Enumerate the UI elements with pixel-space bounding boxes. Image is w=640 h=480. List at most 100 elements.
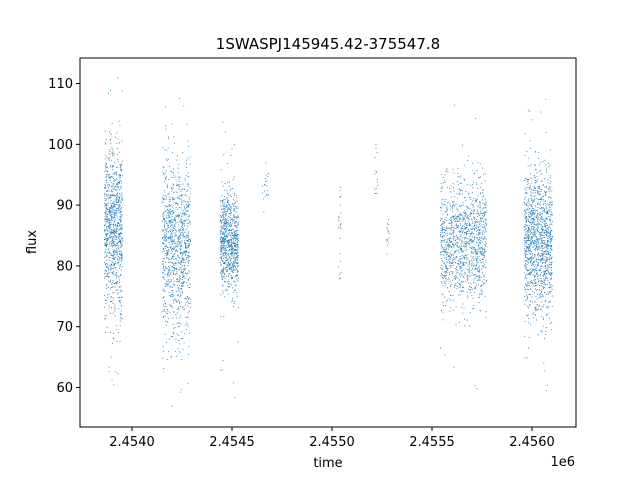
data-point	[180, 191, 182, 192]
data-point	[545, 267, 546, 269]
data-point	[116, 252, 118, 254]
data-point	[188, 183, 190, 185]
data-point	[120, 225, 122, 227]
data-point	[465, 220, 466, 222]
data-point	[224, 222, 226, 224]
data-point	[527, 269, 528, 271]
data-point	[168, 211, 170, 213]
data-point	[221, 246, 223, 248]
data-point	[264, 183, 266, 185]
data-point	[172, 266, 174, 268]
data-point	[236, 271, 238, 273]
data-point	[166, 206, 168, 208]
data-point	[233, 215, 235, 217]
data-point	[524, 335, 526, 337]
data-point	[467, 269, 469, 271]
data-point	[108, 307, 110, 309]
data-point	[445, 229, 447, 231]
data-point	[104, 294, 106, 296]
data-point	[114, 286, 116, 288]
data-point	[111, 245, 113, 247]
data-point	[224, 278, 226, 280]
data-point	[173, 239, 175, 241]
data-point	[119, 180, 121, 182]
data-point	[185, 247, 187, 249]
data-point	[537, 248, 539, 250]
data-point	[232, 266, 234, 268]
data-point	[547, 253, 549, 255]
data-point	[543, 252, 545, 254]
data-point	[106, 218, 108, 220]
data-point	[117, 182, 119, 184]
data-point	[440, 267, 442, 269]
data-point	[549, 186, 550, 188]
data-point	[482, 226, 484, 228]
data-point	[104, 218, 106, 220]
data-point	[186, 214, 188, 215]
data-point	[227, 259, 228, 261]
data-point	[180, 253, 181, 255]
data-point	[450, 270, 452, 272]
data-point	[120, 163, 122, 165]
data-point	[535, 314, 537, 316]
data-point	[179, 322, 181, 324]
data-point	[176, 285, 178, 287]
data-point	[220, 219, 222, 221]
data-point	[544, 256, 546, 258]
data-point	[447, 227, 449, 229]
data-point	[179, 278, 181, 280]
data-point	[224, 247, 226, 248]
data-point	[388, 219, 390, 220]
data-point	[223, 206, 225, 207]
data-point	[186, 210, 188, 212]
data-point	[535, 224, 536, 226]
data-point	[105, 249, 107, 251]
data-point	[235, 253, 237, 255]
data-point	[473, 263, 475, 265]
data-point	[470, 283, 472, 285]
data-point	[546, 211, 548, 213]
data-point	[109, 211, 111, 213]
data-point	[535, 237, 537, 239]
data-point	[116, 282, 118, 284]
data-point	[233, 301, 235, 303]
data-point	[183, 105, 185, 107]
data-point	[167, 136, 169, 138]
data-point	[544, 273, 545, 275]
data-point	[173, 264, 175, 266]
data-point	[221, 240, 222, 242]
data-point	[111, 123, 113, 124]
data-point	[469, 223, 471, 225]
data-point	[455, 240, 457, 242]
data-point	[526, 288, 528, 290]
data-point	[340, 272, 342, 274]
data-point	[228, 279, 230, 281]
data-point	[170, 305, 172, 307]
data-point	[230, 154, 232, 156]
data-point	[109, 131, 110, 133]
data-point	[163, 350, 164, 352]
data-point	[167, 267, 169, 269]
data-point	[444, 250, 446, 252]
data-point	[181, 251, 183, 253]
data-point	[230, 232, 232, 234]
data-point	[181, 195, 182, 197]
data-point	[187, 247, 189, 249]
data-point	[182, 348, 184, 350]
data-point	[173, 302, 174, 304]
data-point	[113, 283, 115, 285]
data-point	[168, 292, 170, 294]
data-point	[114, 230, 116, 232]
data-point	[163, 288, 165, 290]
data-point	[172, 332, 174, 334]
data-point	[226, 228, 228, 229]
data-point	[181, 226, 183, 228]
data-point	[220, 169, 222, 171]
data-point	[442, 278, 444, 280]
data-point	[181, 258, 183, 260]
data-point	[479, 221, 481, 223]
data-point	[220, 231, 222, 233]
data-point	[221, 242, 223, 244]
data-point	[110, 237, 112, 239]
data-point	[106, 273, 108, 275]
